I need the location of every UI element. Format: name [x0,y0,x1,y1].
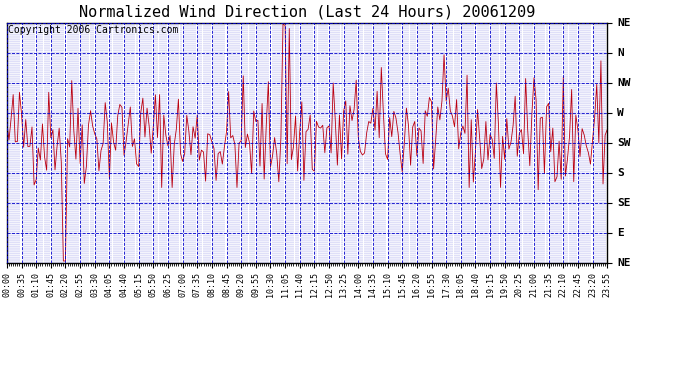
Title: Normalized Wind Direction (Last 24 Hours) 20061209: Normalized Wind Direction (Last 24 Hours… [79,5,535,20]
Text: Copyright 2006 Cartronics.com: Copyright 2006 Cartronics.com [8,25,179,35]
